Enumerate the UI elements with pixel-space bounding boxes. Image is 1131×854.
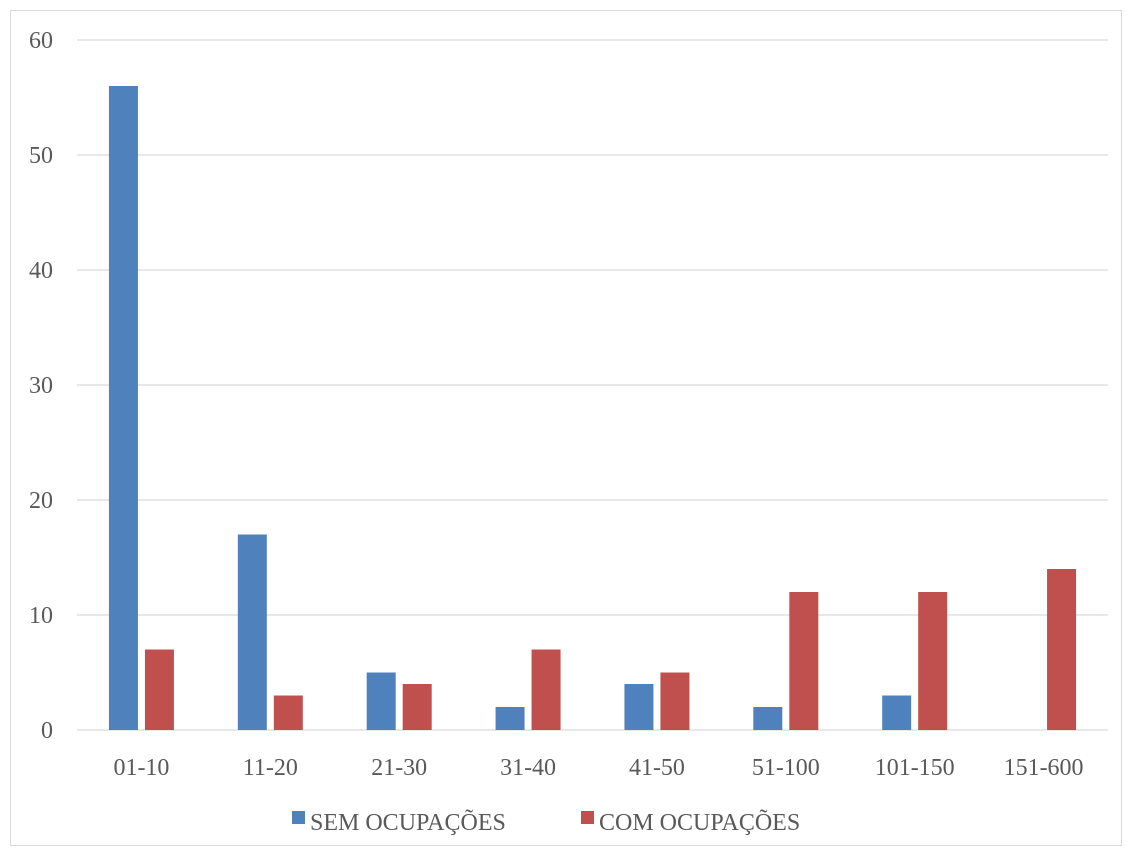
bar-com-11-20 [273,695,303,730]
x-tick-label: 01-10 [113,755,169,781]
x-tick-label: 11-20 [243,755,298,781]
y-tick-label: 0 [41,718,53,744]
x-tick-label: 21-30 [371,755,427,781]
y-tick-label: 30 [29,373,53,399]
bar-sem-41-50 [624,684,654,730]
legend: SEM OCUPAÇÕES COM OCUPAÇÕES [292,809,800,836]
bar-com-51-100 [789,592,819,730]
bar-sem-11-20 [237,534,267,730]
y-tick-label: 40 [29,258,53,284]
x-tick-label: 51-100 [752,755,820,781]
x-tick-label: 151-600 [1004,755,1084,781]
bar-sem-21-30 [366,672,396,730]
y-tick-label: 10 [29,603,53,629]
x-axis-ticks: 01-10 11-20 21-30 31-40 41-50 51-100 101-150 15… [113,755,1083,781]
legend-label: SEM OCUPAÇÕES [310,809,506,836]
bar-com-01-10 [144,649,174,730]
bar-com-101-150 [918,592,948,730]
y-tick-label: 60 [29,28,53,54]
bar-sem-101-150 [882,695,912,730]
legend-label: COM OCUPAÇÕES [599,809,800,836]
legend-swatch [581,811,594,824]
y-tick-label: 50 [29,143,53,169]
bar-com-151-600 [1047,569,1077,730]
bar-sem-51-100 [753,707,783,730]
bar-sem-31-40 [495,707,525,730]
y-axis-ticks: 0 10 20 30 40 50 60 [29,28,53,744]
bar-com-31-40 [531,649,561,730]
x-tick-label: 41-50 [629,755,685,781]
bar-com-21-30 [402,684,432,730]
legend-swatch [292,811,305,824]
x-tick-label: 101-150 [875,755,955,781]
bar-com-41-50 [660,672,690,730]
bar-sem-01-10 [108,86,138,730]
x-tick-label: 31-40 [500,755,556,781]
y-tick-label: 20 [29,488,53,514]
bars [108,86,1077,730]
gridlines [77,39,1108,731]
